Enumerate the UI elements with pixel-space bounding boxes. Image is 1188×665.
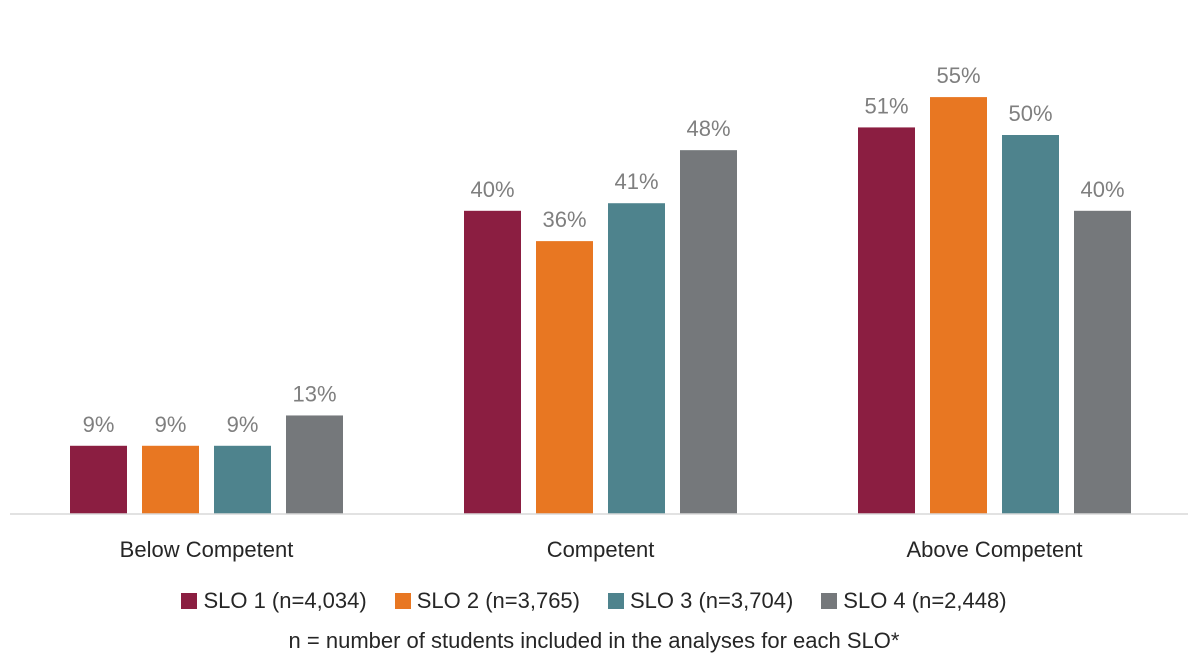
legend-item-slo-2: SLO 2 (n=3,765) bbox=[394, 588, 580, 614]
bar-competent-slo-3 bbox=[608, 203, 665, 514]
data-label-below-competent-slo-1: 9% bbox=[83, 412, 115, 437]
data-label-below-competent-slo-2: 9% bbox=[155, 412, 187, 437]
category-label-below-competent: Below Competent bbox=[120, 537, 294, 562]
data-label-below-competent-slo-4: 13% bbox=[292, 381, 336, 406]
data-label-below-competent-slo-3: 9% bbox=[227, 412, 259, 437]
legend-swatch bbox=[821, 593, 838, 609]
category-label-competent: Competent bbox=[547, 537, 655, 562]
bar-above-competent-slo-4 bbox=[1074, 210, 1131, 515]
legend-label: SLO 1 (n=4,034) bbox=[203, 588, 367, 613]
data-label-competent-slo-2: 36% bbox=[542, 207, 586, 232]
bar-below-competent-slo-4 bbox=[286, 415, 343, 514]
bar-below-competent-slo-1 bbox=[70, 445, 127, 514]
legend-swatch bbox=[608, 593, 624, 609]
bars-group bbox=[70, 97, 1131, 515]
legend-item-slo-1: SLO 1 (n=4,034) bbox=[181, 588, 367, 614]
legend-swatch bbox=[181, 593, 198, 609]
bar-chart: 9% 9% 9% 13% 40% 36% 41% 48% 51% 55% 50% 40% Below … bbox=[10, 63, 1188, 562]
data-label-above-competent-slo-3: 50% bbox=[1008, 101, 1052, 126]
bar-competent-slo-1 bbox=[464, 210, 521, 515]
data-label-above-competent-slo-2: 55% bbox=[936, 63, 980, 88]
bar-above-competent-slo-1 bbox=[858, 127, 915, 515]
value-labels-group: 9% 9% 9% 13% 40% 36% 41% 48% 51% 55% 50% 40% bbox=[83, 63, 1125, 437]
bar-competent-slo-4 bbox=[680, 150, 737, 514]
bar-competent-slo-2 bbox=[536, 241, 593, 514]
data-label-competent-slo-4: 48% bbox=[686, 116, 730, 141]
legend: SLO 1 (n=4,034) SLO 2 (n=3,765) SLO 3 (n=3… bbox=[0, 588, 1188, 614]
category-label-above-competent: Above Competent bbox=[906, 537, 1082, 562]
data-label-above-competent-slo-1: 51% bbox=[864, 93, 908, 118]
data-label-above-competent-slo-4: 40% bbox=[1080, 177, 1124, 202]
footnote: n = number of students included in the a… bbox=[288, 628, 900, 653]
legend-label: SLO 4 (n=2,448) bbox=[843, 588, 1007, 613]
bar-below-competent-slo-2 bbox=[142, 445, 199, 514]
legend-swatch bbox=[394, 593, 411, 609]
bar-above-competent-slo-2 bbox=[930, 97, 987, 514]
data-label-competent-slo-1: 40% bbox=[470, 177, 514, 202]
bar-below-competent-slo-3 bbox=[214, 445, 271, 514]
legend-label: SLO 2 (n=3,765) bbox=[416, 588, 580, 613]
legend-item-slo-3: SLO 3 (n=3,704) bbox=[608, 588, 793, 614]
data-label-competent-slo-3: 41% bbox=[614, 169, 658, 194]
legend-label: SLO 3 (n=3,704) bbox=[630, 588, 794, 613]
category-labels-group: Below Competent Competent Above Competent bbox=[120, 537, 1083, 562]
legend-item-slo-4: SLO 4 (n=2,448) bbox=[821, 588, 1007, 614]
bar-above-competent-slo-3 bbox=[1002, 135, 1059, 514]
